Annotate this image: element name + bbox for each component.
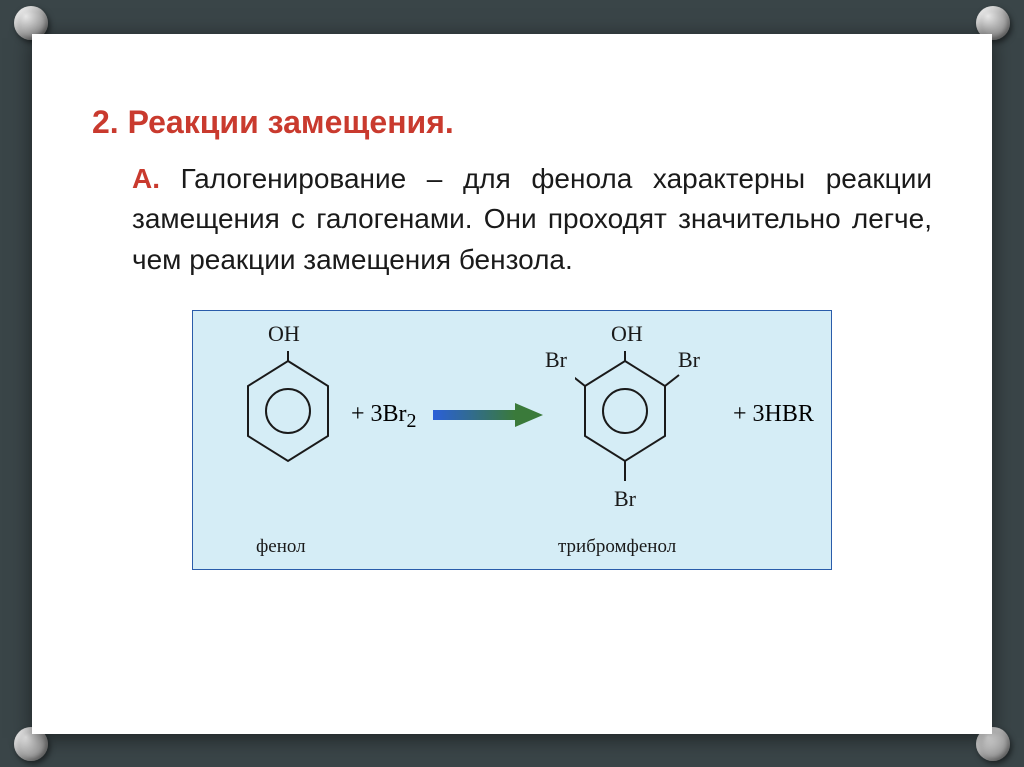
product-label: + 3HBR — [733, 401, 814, 428]
tribromophenol-ring-icon — [575, 351, 685, 491]
reagent-text: + 3Br — [351, 401, 407, 427]
body-lead: А. — [132, 163, 160, 194]
title-text: 2. Реакции замещения. — [92, 104, 454, 140]
slide-title: 2. Реакции замещения. — [92, 104, 932, 141]
reagent-label: + 3Br2 — [351, 401, 417, 433]
right-oh-label: OH — [611, 321, 643, 347]
phenol-ring-icon — [238, 351, 338, 471]
reaction-diagram: OH + 3Br2 OH Br Br Br — [192, 310, 832, 570]
reaction-arrow-icon — [433, 403, 543, 427]
phenol-name: фенол — [256, 536, 306, 558]
body-rest: Галогенирование – для фенола характерны … — [132, 163, 932, 275]
body-paragraph: А. Галогенирование – для фенола характер… — [92, 159, 932, 281]
left-oh-label: OH — [268, 321, 300, 347]
tribromophenol-name: трибромфенол — [558, 536, 676, 558]
right-br-tl-label: Br — [545, 347, 567, 373]
slide: 2. Реакции замещения. А. Галогенирование… — [32, 34, 992, 734]
reagent-sub: 2 — [407, 410, 417, 432]
